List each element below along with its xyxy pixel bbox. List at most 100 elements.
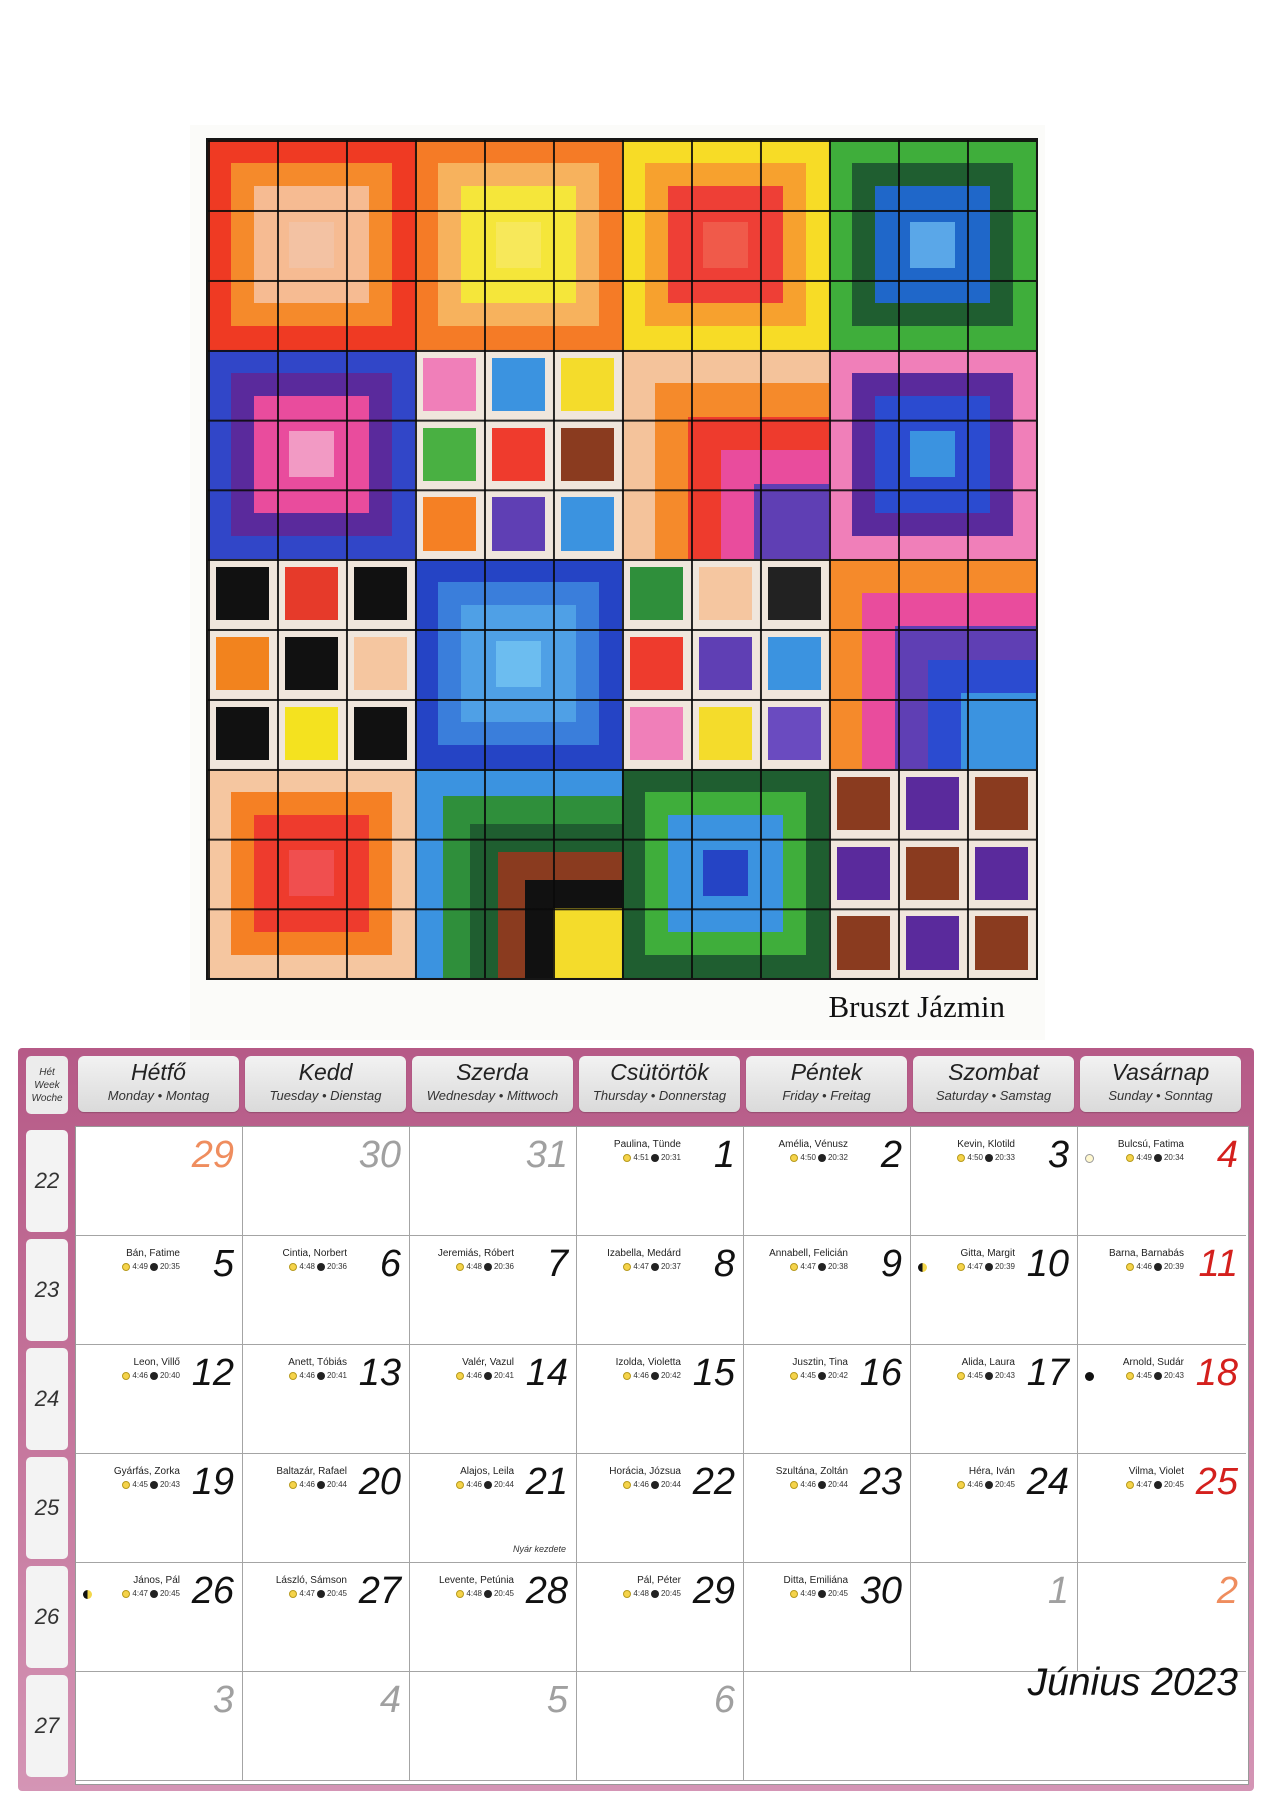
sun-times: 4:45 20:43 <box>1126 1371 1184 1380</box>
art-cell-fill <box>699 637 752 691</box>
art-square <box>702 221 749 268</box>
name-days: Valér, Vazul <box>462 1357 514 1368</box>
day-cell[interactable]: 12 Leon, Villő 4:46 20:40 <box>76 1345 243 1454</box>
art-block <box>415 768 622 978</box>
week-number: 22 <box>26 1130 68 1232</box>
sun-times: 4:46 20:40 <box>122 1371 180 1380</box>
art-cell <box>622 559 691 629</box>
day-cell[interactable]: 24 Héra, Iván 4:46 20:45 <box>911 1454 1078 1563</box>
day-cell[interactable]: 2 <box>1078 1563 1246 1672</box>
art-cell-fill <box>837 846 890 900</box>
day-cell[interactable]: 4 <box>243 1672 410 1781</box>
sun-times: 4:49 20:45 <box>790 1589 848 1598</box>
name-days: Cintia, Norbert <box>282 1248 347 1259</box>
day-cell[interactable]: 6 Cintia, Norbert 4:48 20:36 <box>243 1236 410 1345</box>
day-cell[interactable]: 29 Pál, Péter 4:48 20:45 <box>577 1563 744 1672</box>
day-cell[interactable]: 27 László, Sámson 4:47 20:45 <box>243 1563 410 1672</box>
day-number: 18 <box>1195 1352 1238 1394</box>
sunset-time: 20:44 <box>326 1480 347 1489</box>
day-cell[interactable]: 3 Kevin, Klotild 4:50 20:33 <box>911 1127 1078 1236</box>
name-days: János, Pál <box>133 1575 180 1586</box>
sunrise-time: 4:46 <box>1136 1262 1152 1271</box>
day-cell[interactable]: 1 Paulina, Tünde 4:51 20:31 <box>577 1127 744 1236</box>
sunrise-time: 4:49 <box>1136 1153 1152 1162</box>
day-cell[interactable]: 30 Ditta, Emiliána 4:49 20:45 <box>744 1563 911 1672</box>
week-number: 25 <box>26 1457 68 1559</box>
art-cell <box>760 559 829 629</box>
day-cell[interactable]: 22 Horácia, Józsua 4:46 20:44 <box>577 1454 744 1563</box>
day-cell[interactable]: 3 <box>76 1672 243 1781</box>
sunset-time: 20:37 <box>660 1262 681 1271</box>
sunset-icon <box>483 1480 492 1489</box>
art-cell <box>622 628 691 699</box>
sunrise-icon <box>289 1371 298 1380</box>
day-cell[interactable]: 5 <box>410 1672 577 1781</box>
day-cell[interactable]: 13 Anett, Tóbiás 4:46 20:41 <box>243 1345 410 1454</box>
art-cell <box>553 489 622 559</box>
day-cell[interactable]: 26 János, Pál 4:47 20:45 <box>76 1563 243 1672</box>
day-name: Péntek <box>790 1059 863 1085</box>
day-cell[interactable]: 14 Valér, Vazul 4:46 20:41 <box>410 1345 577 1454</box>
day-cell[interactable]: 17 Alida, Laura 4:45 20:43 <box>911 1345 1078 1454</box>
day-number: 4 <box>1216 1134 1238 1176</box>
day-cell[interactable]: 19 Gyárfás, Zorka 4:45 20:43 <box>76 1454 243 1563</box>
sunrise-time: 4:45 <box>132 1480 148 1489</box>
day-cell[interactable]: 16 Jusztin, Tina 4:45 20:42 <box>744 1345 911 1454</box>
day-cell[interactable]: 7 Jeremiás, Róbert 4:48 20:36 <box>410 1236 577 1345</box>
art-block <box>415 559 622 769</box>
art-cell-fill <box>216 706 269 760</box>
name-days: Kevin, Klotild <box>957 1139 1015 1150</box>
art-cell <box>553 349 622 420</box>
day-cell[interactable]: 15 Izolda, Violetta 4:46 20:42 <box>577 1345 744 1454</box>
day-cell[interactable]: 29 <box>76 1127 243 1236</box>
sun-times: 4:46 20:44 <box>456 1480 514 1489</box>
art-cell-fill <box>975 916 1028 970</box>
calendar-header: Hét Week Woche Hétfő Monday • Montag Kedd T… <box>18 1048 1254 1120</box>
art-cell-fill <box>768 567 821 621</box>
day-cell[interactable]: 9 Annabell, Felicián 4:47 20:38 <box>744 1236 911 1345</box>
art-cell-fill <box>768 637 821 691</box>
day-cell[interactable]: 18 Arnold, Sudár 4:45 20:43 <box>1078 1345 1246 1454</box>
day-cell[interactable]: 6 <box>577 1672 744 1781</box>
day-cell[interactable]: 25 Vilma, Violet 4:47 20:45 <box>1078 1454 1246 1563</box>
sunrise-time: 4:47 <box>1136 1480 1152 1489</box>
day-cell[interactable]: 31 <box>410 1127 577 1236</box>
sunrise-icon <box>957 1153 966 1162</box>
artwork: Bruszt Jázmin <box>190 125 1045 1040</box>
day-cell[interactable]: 30 <box>243 1127 410 1236</box>
art-square <box>495 640 542 687</box>
name-days: Ditta, Emiliána <box>783 1575 848 1586</box>
name-days: Barna, Barnabás <box>1108 1248 1184 1259</box>
sunrise-time: 4:46 <box>967 1480 983 1489</box>
day-cell[interactable]: 5 Bán, Fatime 4:49 20:35 <box>76 1236 243 1345</box>
sunrise-time: 4:50 <box>967 1153 983 1162</box>
day-cell[interactable]: 11 Barna, Barnabás 4:46 20:39 <box>1078 1236 1246 1345</box>
day-cell[interactable]: 28 Levente, Petúnia 4:48 20:45 <box>410 1563 577 1672</box>
artist-name: Bruszt Jázmin <box>828 989 1006 1024</box>
art-cell <box>346 628 415 699</box>
day-cell[interactable]: 23 Szultána, Zoltán 4:46 20:44 <box>744 1454 911 1563</box>
art-cell <box>622 698 691 769</box>
day-header: Hétfő Monday • Montag <box>78 1056 239 1112</box>
day-cell[interactable]: 1 <box>911 1563 1078 1672</box>
sunset-icon <box>316 1371 325 1380</box>
day-cell[interactable]: 4 Bulcsú, Fatima 4:49 20:34 <box>1078 1127 1246 1236</box>
day-cell[interactable]: 20 Baltazár, Rafael 4:46 20:44 <box>243 1454 410 1563</box>
sunset-icon <box>817 1480 826 1489</box>
art-cell <box>415 489 484 559</box>
name-days: Baltazár, Rafael <box>276 1466 347 1477</box>
sunset-time: 20:32 <box>827 1153 848 1162</box>
name-days: Horácia, Józsua <box>609 1466 681 1477</box>
day-cell[interactable]: 2 Amélia, Vénusz 4:50 20:32 <box>744 1127 911 1236</box>
day-number: 28 <box>525 1570 568 1612</box>
day-cell[interactable]: 21 Alajos, Leila 4:46 20:44 Nyár kezdete <box>410 1454 577 1563</box>
sunset-icon <box>984 1153 993 1162</box>
art-cell <box>553 419 622 490</box>
sun-times: 4:47 20:45 <box>1126 1480 1184 1489</box>
sunrise-icon <box>456 1480 465 1489</box>
day-cell[interactable]: 8 Izabella, Medárd 4:47 20:37 <box>577 1236 744 1345</box>
art-cell <box>691 628 760 699</box>
art-cell-fill <box>630 706 683 760</box>
sun-times: 4:45 20:43 <box>957 1371 1015 1380</box>
day-cell[interactable]: 10 Gitta, Margit 4:47 20:39 <box>911 1236 1078 1345</box>
